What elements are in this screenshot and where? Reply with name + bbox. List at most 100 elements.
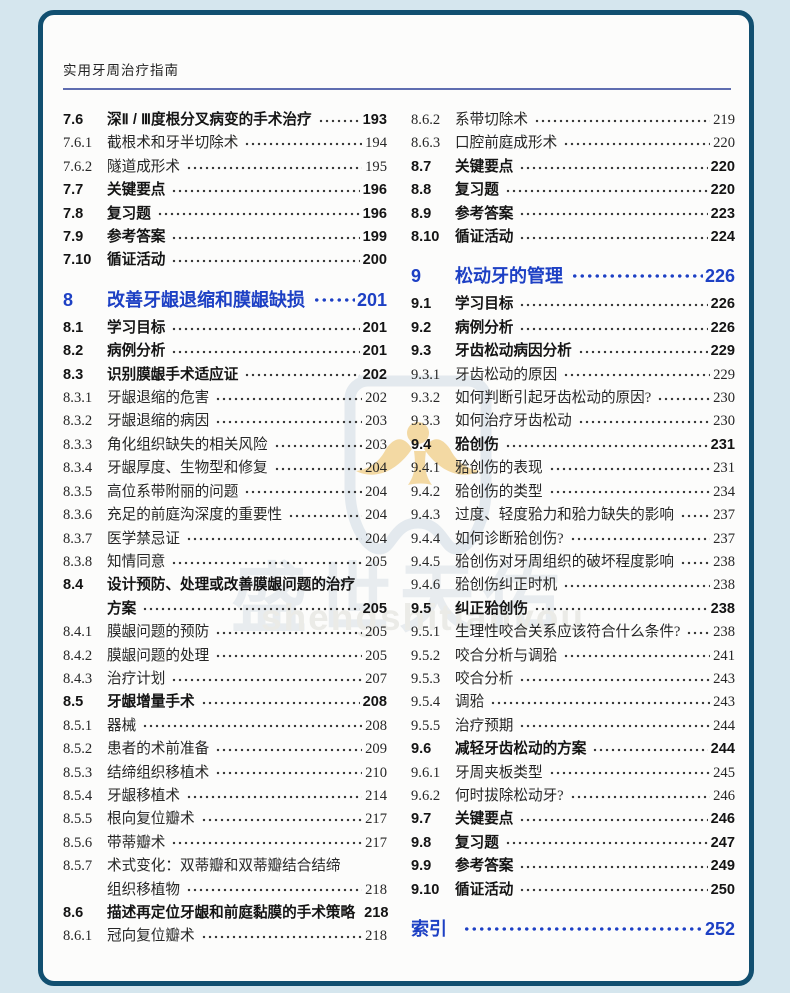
toc-entry: 8.6.2 系带切除术 219 [411, 109, 735, 132]
toc-entry-number: 9.3.1 [411, 366, 441, 383]
dot-leader [563, 652, 711, 661]
toc-entry: 8.3.3 角化组织缺失的相关风险 203 [63, 434, 387, 457]
toc-entry-page: 204 [365, 483, 387, 500]
toc-entry-number: 8.4.2 [63, 647, 93, 664]
toc-entry-title: 治疗预期 [455, 717, 514, 734]
toc-entry: 9.4.5 𬌗创伤对牙周组织的破坏程度影响 238 [411, 551, 735, 574]
dot-leader [519, 722, 711, 731]
toc-entry-number: 8.5 [63, 694, 84, 711]
toc-entry-number: 9.5 [411, 600, 432, 617]
toc-entry-title: 学习目标 [455, 296, 514, 313]
toc-entry-page: 195 [365, 158, 387, 175]
toc-entry-title: 学习目标 [107, 319, 166, 336]
dot-leader [533, 116, 711, 125]
toc-entry-title: 牙龈移植术 [107, 787, 180, 804]
toc-entry: 8.5.5 根向复位瓣术 217 [63, 808, 387, 831]
toc-entry-title: 牙龈厚度、生物型和修复 [107, 460, 268, 477]
toc-entry-title: 如何判断引起牙齿松动的原因? [455, 390, 652, 407]
toc-entry-title: 根向复位瓣术 [107, 811, 195, 828]
toc-entry-page: 241 [713, 647, 735, 664]
dot-leader [171, 324, 360, 333]
dot-leader [490, 699, 711, 708]
toc-entry-title: 𬌗创伤 [455, 436, 499, 453]
toc-entry: 9.9 参考答案 249 [411, 855, 735, 878]
toc-entry-page: 193 [362, 112, 387, 128]
toc-entry-number: 8.3.4 [63, 460, 93, 477]
toc-entry-title: 识别膜龈手术适应证 [107, 366, 239, 383]
toc-entry-page: 201 [362, 343, 387, 360]
toc-entry: 8.3.1 牙龈退缩的危害 202 [63, 387, 387, 410]
toc-entry-page: 196 [362, 205, 387, 222]
toc-entry-number: 8.3.1 [63, 390, 93, 407]
toc-entry-title: 患者的术前准备 [107, 741, 210, 758]
dot-leader [171, 186, 360, 195]
toc-entry: 8.6.3 口腔前庭成形术 220 [411, 132, 735, 155]
toc-columns: 7.6 深Ⅱ / Ⅲ度根分叉病变的手术治疗 193 7.6.1 截根术和牙半切除术 194… [43, 98, 749, 949]
dot-leader [142, 605, 360, 614]
toc-entry: 7.6.2 隧道成形术 195 [63, 156, 387, 179]
toc-entry-title: 何时拔除松动牙? [455, 787, 564, 804]
dot-leader [548, 464, 711, 473]
toc-entry: 9.10 循证活动 250 [411, 879, 735, 902]
toc-entry-title: 松动牙的管理 [455, 266, 563, 287]
toc-entry: 9.8 复习题 247 [411, 832, 735, 855]
toc-entry-page: 238 [713, 624, 735, 641]
toc-entry-number: 9.5.2 [411, 647, 441, 664]
dot-leader [657, 394, 711, 403]
toc-entry-number: 8.5.5 [63, 811, 93, 828]
toc-entry: 9.4.4 如何诊断𬌗创伤? 237 [411, 528, 735, 551]
toc-entry-number: 9.9 [411, 858, 432, 875]
toc-entry-title: 病例分析 [107, 343, 166, 360]
toc-entry-number: 9.5.1 [411, 624, 441, 641]
toc-entry-number: 8.3.2 [63, 413, 93, 430]
toc-entry: 7.6.1 截根术和牙半切除术 194 [63, 132, 387, 155]
toc-entry-title: 循证活动 [455, 881, 514, 898]
toc-entry-number: 9.1 [411, 296, 432, 313]
dot-leader [215, 745, 363, 754]
dot-leader [569, 535, 711, 544]
dot-leader [171, 558, 363, 567]
toc-entry-title: 生理性咬合关系应该符合什么条件? [455, 624, 681, 641]
toc-column-right: 8.6.2 系带切除术 219 8.6.3 口腔前庭成形术 220 8.7 关键要点 220 8.… [411, 109, 735, 949]
toc-entry-title: 𬌗创伤对牙周组织的破坏程度影响 [455, 553, 674, 570]
dot-leader [215, 628, 363, 637]
toc-entry: 8.4.2 膜龈问题的处理 205 [63, 645, 387, 668]
toc-entry-page: 246 [710, 811, 735, 828]
toc-entry-title: 医学禁忌证 [107, 530, 180, 547]
toc-entry-number: 8.3.5 [63, 483, 93, 500]
toc-entry: 方案 205 [63, 598, 387, 621]
dot-leader [519, 816, 708, 825]
toc-entry-number: 7.8 [63, 205, 84, 222]
toc-entry-number: 9.6.2 [411, 787, 441, 804]
toc-entry-page: 205 [365, 624, 387, 641]
toc-entry: 9.5.4 调𬌗 243 [411, 691, 735, 714]
toc-entry-number: 9.8 [411, 834, 432, 851]
toc-entry: 8.3.4 牙龈厚度、生物型和修复 204 [63, 457, 387, 480]
toc-entry-title: 组织移植物 [107, 881, 180, 898]
toc-entry-number: 8.5.4 [63, 787, 93, 804]
toc-entry: 9.5.5 治疗预期 244 [411, 715, 735, 738]
toc-entry: 8.4 设计预防、处理或改善膜龈问题的治疗 [63, 574, 387, 597]
dot-leader [273, 441, 363, 450]
toc-entry-page: 226 [704, 266, 735, 287]
toc-entry-number: 8.3.6 [63, 507, 93, 524]
toc-entry: 8.4.3 治疗计划 207 [63, 668, 387, 691]
toc-entry-title: 参考答案 [107, 229, 166, 246]
toc-entry: 8.7 关键要点 220 [411, 156, 735, 179]
dot-leader [519, 210, 708, 219]
toc-entry-number: 7.7 [63, 182, 84, 199]
toc-column-left: 7.6 深Ⅱ / Ⅲ度根分叉病变的手术治疗 193 7.6.1 截根术和牙半切除术 194… [63, 109, 388, 949]
header-rule [63, 88, 731, 90]
toc-entry: 7.7 关键要点 196 [63, 179, 387, 202]
dot-leader [519, 324, 708, 333]
toc-entry-number: 9.4.3 [411, 507, 441, 524]
dot-leader [156, 210, 360, 219]
toc-entry-number: 8.3.3 [63, 436, 93, 453]
toc-entry-number: 8.3.8 [63, 553, 93, 570]
toc-entry-number: 9.2 [411, 319, 432, 336]
toc-entry-page: 219 [713, 112, 735, 128]
toc-entry-title: 方案 [107, 600, 137, 617]
toc-entry-number: 8.7 [411, 158, 432, 175]
toc-entry: 8.5.2 患者的术前准备 209 [63, 738, 387, 761]
dot-leader [142, 722, 363, 731]
